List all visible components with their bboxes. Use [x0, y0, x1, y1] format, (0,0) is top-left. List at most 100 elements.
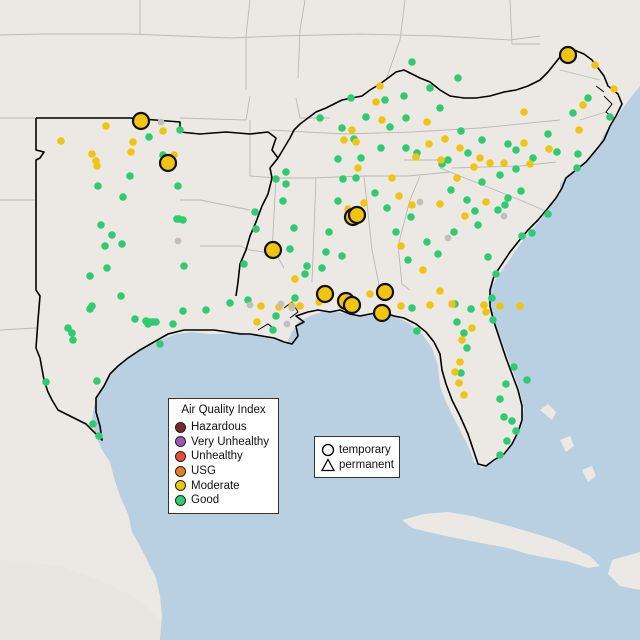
- good-monitor-marker[interactable]: [584, 94, 592, 102]
- moderate-monitor-marker[interactable]: [441, 135, 449, 143]
- good-monitor-marker[interactable]: [460, 329, 468, 337]
- good-monitor-marker[interactable]: [169, 320, 177, 328]
- good-monitor-marker[interactable]: [423, 238, 431, 246]
- good-monitor-marker[interactable]: [240, 260, 248, 268]
- good-monitor-marker[interactable]: [402, 144, 410, 152]
- good-monitor-marker[interactable]: [436, 104, 444, 112]
- good-monitor-marker[interactable]: [318, 264, 326, 272]
- good-monitor-marker[interactable]: [463, 196, 471, 204]
- temporary-moderate-monitor-marker[interactable]: [131, 111, 151, 131]
- good-monitor-marker[interactable]: [434, 250, 442, 258]
- moderate-monitor-marker[interactable]: [127, 148, 135, 156]
- good-monitor-marker[interactable]: [478, 136, 486, 144]
- good-monitor-marker[interactable]: [119, 193, 127, 201]
- good-monitor-marker[interactable]: [69, 336, 77, 344]
- good-monitor-marker[interactable]: [68, 329, 76, 337]
- moderate-monitor-marker[interactable]: [159, 127, 167, 135]
- no-data-monitor-marker[interactable]: [174, 237, 182, 245]
- good-monitor-marker[interactable]: [322, 248, 330, 256]
- good-monitor-marker[interactable]: [179, 307, 187, 315]
- temporary-moderate-monitor-marker[interactable]: [347, 205, 367, 225]
- good-monitor-marker[interactable]: [338, 252, 346, 260]
- moderate-monitor-marker[interactable]: [296, 302, 304, 310]
- good-monitor-marker[interactable]: [529, 154, 537, 162]
- moderate-monitor-marker[interactable]: [88, 150, 96, 158]
- moderate-monitor-marker[interactable]: [575, 126, 583, 134]
- temporary-moderate-monitor-marker[interactable]: [558, 45, 578, 65]
- moderate-monitor-marker[interactable]: [456, 144, 464, 152]
- no-data-monitor-marker[interactable]: [157, 118, 165, 126]
- moderate-monitor-marker[interactable]: [395, 192, 403, 200]
- good-monitor-marker[interactable]: [179, 216, 187, 224]
- good-monitor-marker[interactable]: [444, 156, 452, 164]
- good-monitor-marker[interactable]: [569, 109, 577, 117]
- good-monitor-marker[interactable]: [272, 312, 280, 320]
- good-monitor-marker[interactable]: [496, 171, 504, 179]
- good-monitor-marker[interactable]: [494, 206, 502, 214]
- good-monitor-marker[interactable]: [357, 154, 365, 162]
- no-data-monitor-marker[interactable]: [416, 198, 424, 206]
- good-monitor-marker[interactable]: [290, 224, 298, 232]
- good-monitor-marker[interactable]: [503, 437, 511, 445]
- moderate-monitor-marker[interactable]: [458, 336, 466, 344]
- moderate-monitor-marker[interactable]: [426, 301, 434, 309]
- good-monitor-marker[interactable]: [272, 175, 280, 183]
- good-monitor-marker[interactable]: [334, 197, 342, 205]
- good-monitor-marker[interactable]: [93, 377, 101, 385]
- good-monitor-marker[interactable]: [86, 272, 94, 280]
- temporary-moderate-monitor-marker[interactable]: [158, 153, 178, 173]
- good-monitor-marker[interactable]: [492, 270, 500, 278]
- good-monitor-marker[interactable]: [574, 150, 582, 158]
- good-monitor-marker[interactable]: [489, 316, 497, 324]
- good-monitor-marker[interactable]: [408, 304, 416, 312]
- good-monitor-marker[interactable]: [496, 451, 504, 459]
- good-monitor-marker[interactable]: [176, 126, 184, 134]
- good-monitor-marker[interactable]: [352, 174, 360, 182]
- good-monitor-marker[interactable]: [573, 164, 581, 172]
- moderate-monitor-marker[interactable]: [520, 139, 528, 147]
- temporary-moderate-monitor-marker[interactable]: [372, 303, 392, 323]
- moderate-monitor-marker[interactable]: [93, 162, 101, 170]
- good-monitor-marker[interactable]: [413, 327, 421, 335]
- moderate-monitor-marker[interactable]: [378, 116, 386, 124]
- moderate-monitor-marker[interactable]: [456, 358, 464, 366]
- moderate-monitor-marker[interactable]: [348, 126, 356, 134]
- good-monitor-marker[interactable]: [508, 417, 516, 425]
- good-monitor-marker[interactable]: [252, 225, 260, 233]
- good-monitor-marker[interactable]: [381, 96, 389, 104]
- moderate-monitor-marker[interactable]: [476, 154, 484, 162]
- good-monitor-marker[interactable]: [86, 305, 94, 313]
- good-monitor-marker[interactable]: [202, 306, 210, 314]
- good-monitor-marker[interactable]: [156, 340, 164, 348]
- moderate-monitor-marker[interactable]: [425, 140, 433, 148]
- good-monitor-marker[interactable]: [512, 427, 520, 435]
- good-monitor-marker[interactable]: [426, 84, 434, 92]
- moderate-monitor-marker[interactable]: [500, 159, 508, 167]
- good-monitor-marker[interactable]: [97, 221, 105, 229]
- good-monitor-marker[interactable]: [471, 207, 479, 215]
- moderate-monitor-marker[interactable]: [360, 199, 368, 207]
- moderate-monitor-marker[interactable]: [412, 153, 420, 161]
- good-monitor-marker[interactable]: [126, 172, 134, 180]
- good-monitor-marker[interactable]: [518, 232, 526, 240]
- temporary-moderate-monitor-marker[interactable]: [375, 282, 395, 302]
- good-monitor-marker[interactable]: [103, 264, 111, 272]
- moderate-monitor-marker[interactable]: [610, 85, 618, 93]
- good-monitor-marker[interactable]: [500, 413, 508, 421]
- moderate-monitor-marker[interactable]: [253, 318, 261, 326]
- moderate-monitor-marker[interactable]: [408, 201, 416, 209]
- no-data-monitor-marker[interactable]: [444, 234, 452, 242]
- moderate-monitor-marker[interactable]: [545, 145, 553, 153]
- good-monitor-marker[interactable]: [454, 74, 462, 82]
- good-monitor-marker[interactable]: [464, 149, 472, 157]
- good-monitor-marker[interactable]: [504, 140, 512, 148]
- good-monitor-marker[interactable]: [386, 123, 394, 131]
- temporary-moderate-monitor-marker[interactable]: [315, 284, 335, 304]
- good-monitor-marker[interactable]: [279, 197, 287, 205]
- moderate-monitor-marker[interactable]: [520, 108, 528, 116]
- good-monitor-marker[interactable]: [377, 144, 385, 152]
- moderate-monitor-marker[interactable]: [376, 82, 384, 90]
- good-monitor-marker[interactable]: [316, 114, 324, 122]
- good-monitor-marker[interactable]: [528, 229, 536, 237]
- moderate-monitor-marker[interactable]: [366, 290, 374, 298]
